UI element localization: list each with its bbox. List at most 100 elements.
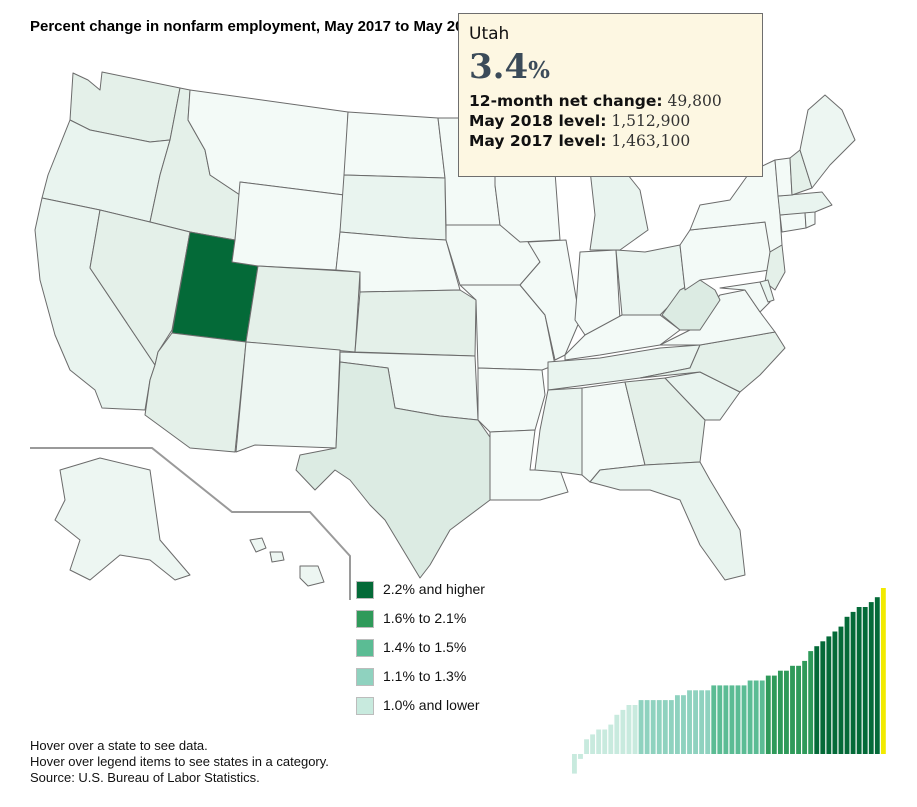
- tooltip-level-2018-label: May 2018 level:: [469, 112, 607, 130]
- distribution-bar[interactable]: [681, 695, 686, 754]
- source-note: Source: U.S. Bureau of Labor Statistics.: [30, 770, 260, 785]
- tooltip-net-change-value: 49,800: [667, 92, 722, 110]
- state-pennsylvania[interactable]: [679, 221, 776, 291]
- state-nevada[interactable]: [89, 209, 191, 366]
- distribution-bar[interactable]: [638, 700, 644, 754]
- legend-label: 2.2% and higher: [383, 581, 485, 597]
- distribution-bar[interactable]: [765, 675, 771, 754]
- tooltip-level-2018-row: May 2018 level: 1,512,900: [469, 112, 752, 130]
- legend-label: 1.6% to 2.1%: [383, 610, 467, 626]
- state-alaska[interactable]: [54, 457, 191, 581]
- distribution-bar[interactable]: [838, 626, 844, 754]
- state-arizona[interactable]: [144, 332, 247, 453]
- distribution-bar[interactable]: [808, 651, 814, 754]
- state-florida[interactable]: [589, 461, 746, 581]
- distribution-bar[interactable]: [802, 660, 808, 754]
- distribution-bar[interactable]: [777, 670, 783, 754]
- state-west-virginia[interactable]: [661, 279, 721, 331]
- tooltip-state-name: Utah: [469, 24, 510, 44]
- state-massachusetts[interactable]: [777, 191, 833, 216]
- legend-swatch: [356, 610, 374, 628]
- legend-label: 1.0% and lower: [383, 697, 480, 713]
- distribution-bar[interactable]: [687, 690, 692, 754]
- distribution-bar[interactable]: [868, 602, 874, 754]
- legend-swatch: [356, 697, 374, 715]
- distribution-bar-selected[interactable]: [880, 588, 886, 754]
- tooltip-percent: 3.4%: [469, 48, 752, 90]
- distribution-bar[interactable]: [784, 670, 789, 754]
- distribution-bar[interactable]: [608, 724, 614, 754]
- distribution-bar[interactable]: [668, 700, 674, 754]
- distribution-bar[interactable]: [820, 641, 826, 754]
- distribution-bar[interactable]: [650, 700, 656, 754]
- state-hawaii[interactable]: [249, 537, 325, 587]
- legend-swatch: [356, 668, 374, 686]
- distribution-bar[interactable]: [790, 665, 795, 754]
- page-title: Percent change in nonfarm employment, Ma…: [30, 18, 481, 35]
- state-georgia[interactable]: [624, 377, 706, 466]
- distribution-bar[interactable]: [753, 680, 759, 755]
- distribution-bar[interactable]: [572, 754, 577, 774]
- distribution-bar[interactable]: [590, 734, 596, 754]
- distribution-bar[interactable]: [856, 607, 862, 754]
- distribution-bar[interactable]: [832, 631, 838, 755]
- distribution-bar[interactable]: [596, 729, 602, 755]
- distribution-bar[interactable]: [796, 665, 801, 754]
- distribution-bar[interactable]: [705, 690, 711, 754]
- distribution-bar[interactable]: [626, 705, 632, 754]
- distribution-bar[interactable]: [759, 680, 765, 755]
- tooltip-percent-sign: %: [528, 57, 551, 84]
- state-delaware[interactable]: [759, 279, 775, 303]
- distribution-bar[interactable]: [729, 685, 735, 754]
- distribution-bar[interactable]: [620, 709, 626, 754]
- distribution-bar[interactable]: [674, 695, 680, 754]
- distribution-bar[interactable]: [614, 714, 620, 754]
- tooltip-level-2017-row: May 2017 level: 1,463,100: [469, 132, 752, 150]
- distribution-bar[interactable]: [602, 729, 608, 755]
- distribution-bar[interactable]: [632, 705, 638, 754]
- distribution-bar[interactable]: [771, 675, 777, 754]
- tooltip-net-change-label: 12-month net change:: [469, 92, 663, 110]
- distribution-bar[interactable]: [747, 680, 753, 755]
- distribution-bar[interactable]: [693, 690, 699, 754]
- distribution-bar[interactable]: [735, 685, 741, 754]
- tooltip-net-change-row: 12-month net change: 49,800: [469, 92, 752, 110]
- distribution-bar[interactable]: [844, 616, 850, 754]
- state-rhode-island[interactable]: [804, 211, 816, 229]
- distribution-bar[interactable]: [578, 754, 583, 759]
- note-hover-state: Hover over a state to see data.: [30, 738, 208, 753]
- distribution-bar[interactable]: [741, 685, 747, 754]
- distribution-bar[interactable]: [717, 685, 723, 754]
- alaska-inset-frame: [30, 447, 351, 600]
- state-vermont[interactable]: [774, 157, 793, 197]
- distribution-bar[interactable]: [723, 685, 729, 754]
- distribution-bar[interactable]: [862, 607, 868, 754]
- distribution-bar[interactable]: [874, 597, 880, 754]
- state-arkansas[interactable]: [477, 367, 546, 433]
- state-kansas[interactable]: [354, 289, 477, 357]
- legend-swatch: [356, 581, 374, 599]
- state-maine[interactable]: [799, 94, 856, 189]
- distribution-bar[interactable]: [656, 700, 662, 754]
- distribution-bar[interactable]: [711, 685, 717, 754]
- state-colorado[interactable]: [245, 265, 361, 353]
- distribution-bar[interactable]: [644, 700, 650, 754]
- state-wyoming[interactable]: [231, 181, 345, 271]
- distribution-bar[interactable]: [850, 611, 856, 754]
- state-louisiana[interactable]: [489, 429, 569, 501]
- distribution-bar[interactable]: [699, 690, 705, 754]
- state-maryland[interactable]: [719, 281, 771, 313]
- distribution-bar[interactable]: [584, 739, 589, 754]
- note-hover-legend: Hover over legend items to see states in…: [30, 754, 329, 769]
- state-south-dakota[interactable]: [339, 174, 447, 241]
- state-illinois[interactable]: [519, 239, 581, 361]
- state-north-dakota[interactable]: [343, 111, 446, 179]
- state-texas[interactable]: [295, 361, 493, 579]
- state-new-mexico[interactable]: [235, 341, 341, 453]
- distribution-bar[interactable]: [662, 700, 668, 754]
- distribution-bar[interactable]: [814, 646, 820, 754]
- distribution-bar[interactable]: [826, 636, 832, 754]
- state-new-jersey[interactable]: [764, 244, 786, 291]
- legend-label: 1.4% to 1.5%: [383, 639, 467, 655]
